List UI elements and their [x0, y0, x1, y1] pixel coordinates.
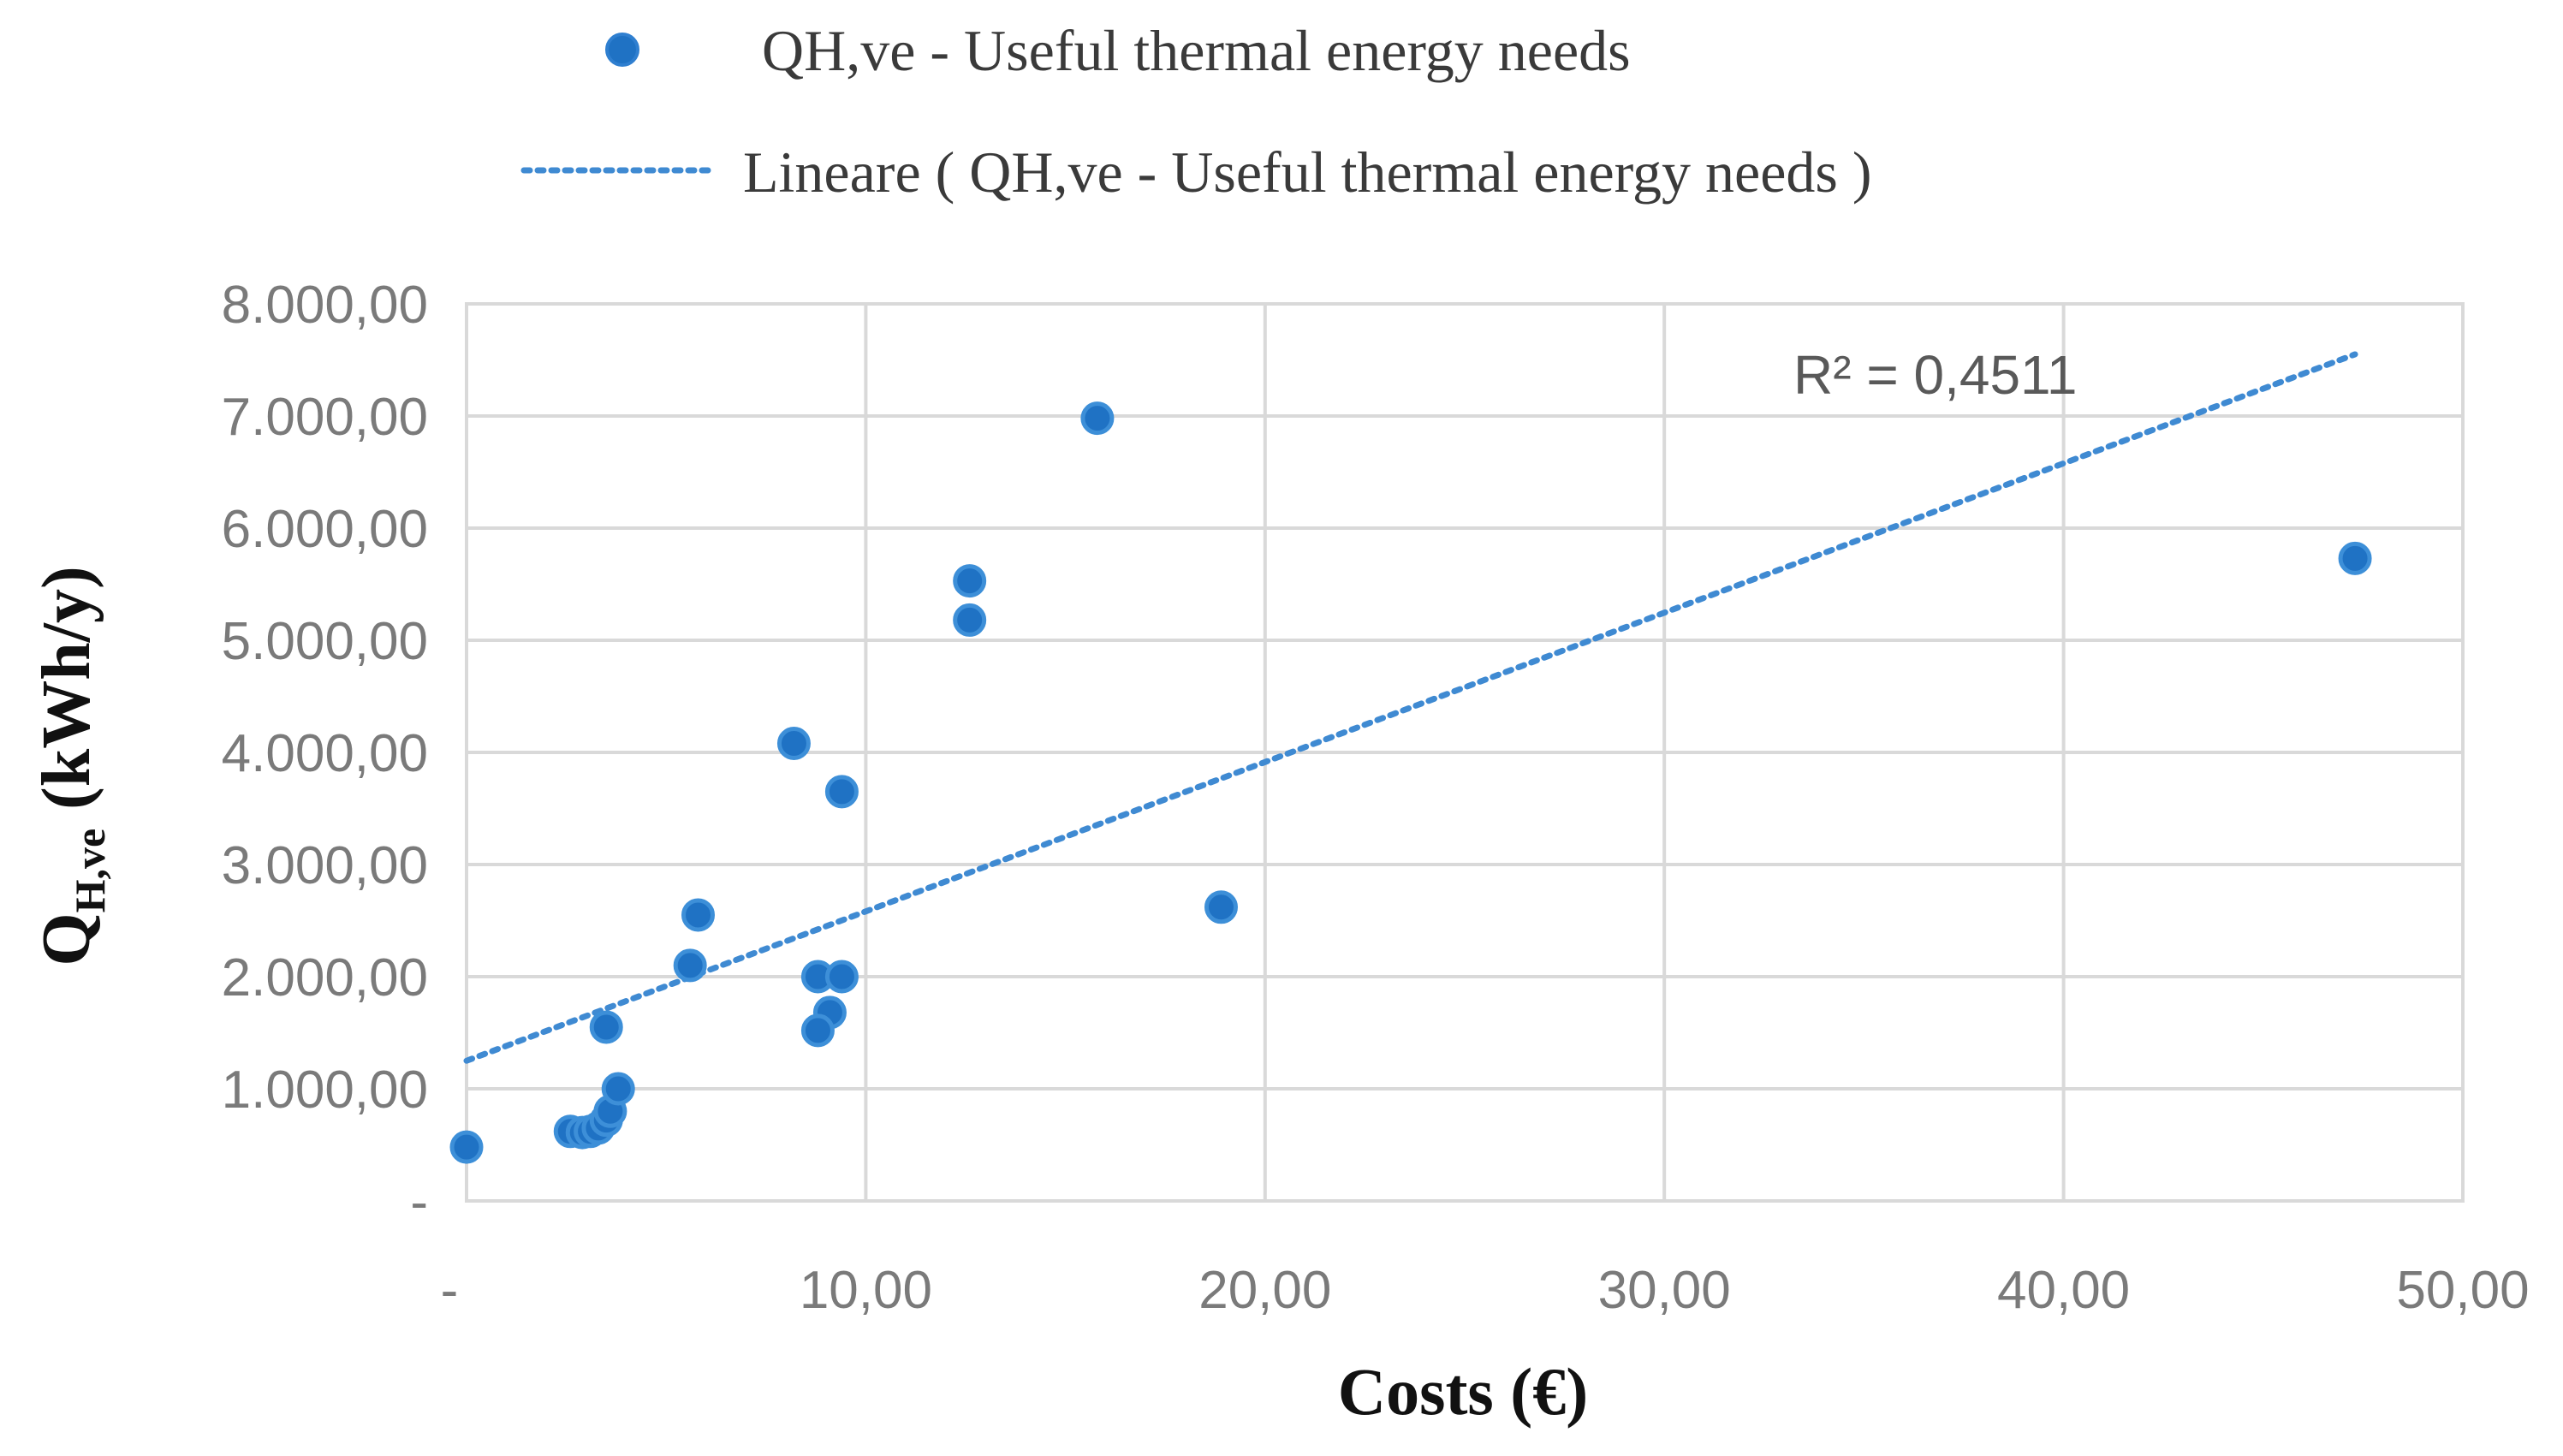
data-point	[589, 1010, 623, 1044]
y-axis-title-sub: H,ve	[66, 829, 114, 913]
y-axis-title-main: Q	[29, 912, 104, 966]
y-tick-label: 3.000,00	[222, 836, 428, 895]
y-tick-label: -	[410, 1173, 428, 1232]
y-tick-label: 8.000,00	[222, 276, 428, 335]
plot-frame	[465, 302, 2465, 1203]
r-squared-label: R² = 0,4511	[1793, 344, 2077, 406]
data-points	[449, 401, 2372, 1164]
y-tick-label: 1.000,00	[222, 1061, 428, 1120]
x-axis-tick-labels: - 10,00 20,00 30,00 40,00 50,00	[441, 1261, 2530, 1320]
trendline	[463, 351, 2358, 1064]
x-tick-label: -	[441, 1261, 459, 1320]
y-axis-tick-labels: - 1.000,00 2.000,00 3.000,00 4.000,00 5.000,0…	[222, 276, 428, 1232]
grid-lines	[465, 302, 2465, 1203]
x-tick-label: 30,00	[1598, 1261, 1731, 1320]
legend-marker-series	[605, 33, 639, 67]
data-point	[2338, 541, 2372, 575]
data-point	[1080, 401, 1115, 436]
data-point	[449, 1130, 484, 1164]
data-point	[776, 727, 811, 761]
y-tick-label: 5.000,00	[222, 612, 428, 671]
x-axis-title: Costs (€)	[1338, 1354, 1588, 1429]
y-axis-title: QH,ve (kWh/y)	[29, 566, 114, 966]
data-point	[953, 603, 987, 637]
svg-text:QH,ve(kWh/y): QH,ve (kWh/y)	[29, 566, 114, 966]
data-point	[673, 948, 707, 983]
x-tick-label: 40,00	[1997, 1261, 2130, 1320]
legend-label-trendline: Lineare ( QH,ve - Useful thermal energy …	[743, 140, 1872, 205]
data-point	[824, 775, 859, 809]
legend-label-series: QH,ve - Useful thermal energy needs	[762, 18, 1631, 83]
y-tick-label: 7.000,00	[222, 388, 428, 447]
data-point	[1204, 890, 1238, 924]
x-tick-label: 20,00	[1198, 1261, 1331, 1320]
data-point	[953, 564, 987, 598]
y-tick-label: 6.000,00	[222, 500, 428, 559]
data-point	[601, 1072, 635, 1106]
plot-area: R² = 0,4511	[449, 302, 2465, 1203]
y-tick-label: 4.000,00	[222, 724, 428, 783]
x-tick-label: 50,00	[2396, 1261, 2529, 1320]
y-axis-title-unit: (kWh/y)	[29, 566, 104, 810]
data-point	[681, 898, 716, 932]
data-point	[824, 960, 859, 994]
y-tick-label: 2.000,00	[222, 948, 428, 1007]
data-point	[800, 1013, 835, 1048]
legend: QH,ve - Useful thermal energy needs Line…	[520, 18, 1872, 205]
x-tick-label: 10,00	[800, 1261, 932, 1320]
